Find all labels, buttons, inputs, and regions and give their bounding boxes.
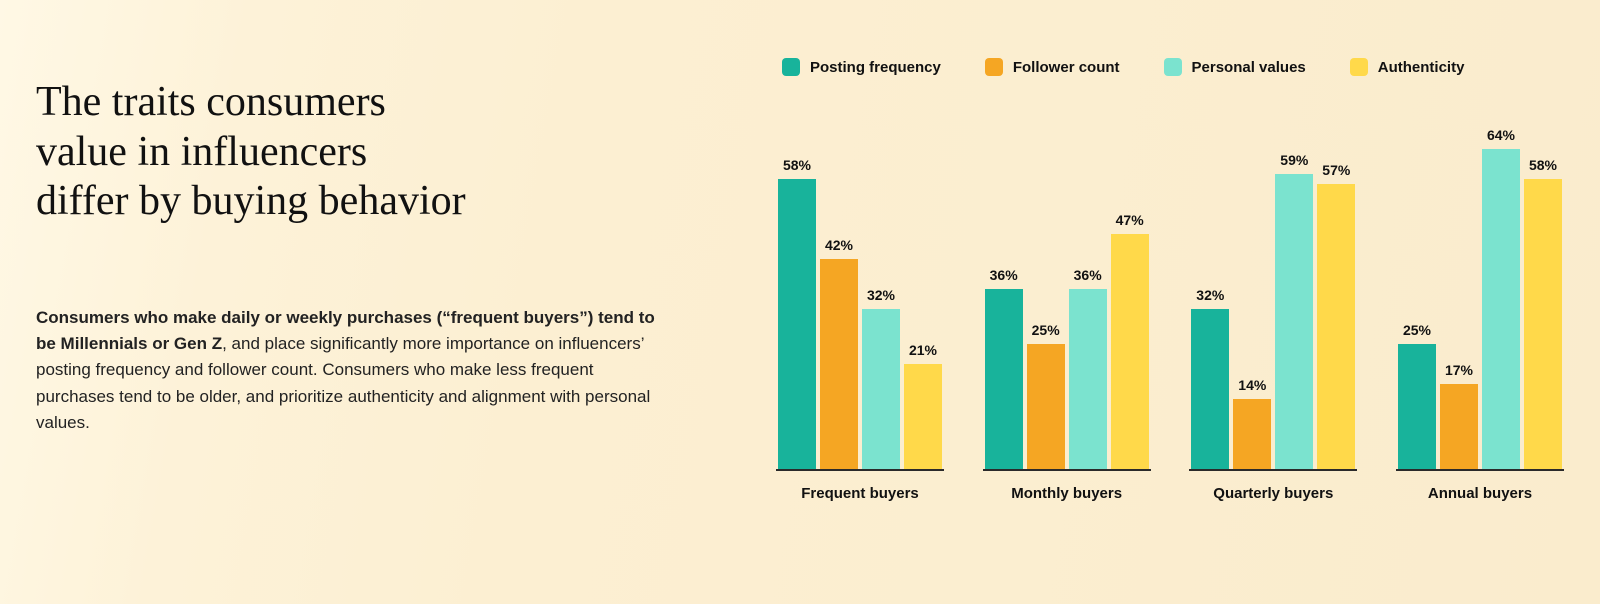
legend-item: Personal values bbox=[1164, 58, 1306, 76]
bar bbox=[1111, 234, 1149, 469]
bar bbox=[904, 364, 942, 469]
bar-value-label: 57% bbox=[1322, 162, 1350, 178]
bar-wrap: 25% bbox=[1398, 119, 1436, 469]
bar bbox=[1482, 149, 1520, 469]
chart-bars: 36% 25% 36% 47% bbox=[983, 119, 1151, 471]
legend-label: Follower count bbox=[1013, 59, 1120, 76]
bar-wrap: 58% bbox=[778, 119, 816, 469]
bar bbox=[1398, 344, 1436, 469]
bar-wrap: 59% bbox=[1275, 119, 1313, 469]
bar bbox=[778, 179, 816, 469]
chart-group: 36% 25% 36% 47% Monthly buyers bbox=[983, 119, 1151, 502]
legend-swatch bbox=[1350, 58, 1368, 76]
bar-wrap: 58% bbox=[1524, 119, 1562, 469]
bar-value-label: 17% bbox=[1445, 362, 1473, 378]
bar-wrap: 36% bbox=[1069, 119, 1107, 469]
bar-wrap: 57% bbox=[1317, 119, 1355, 469]
bar-value-label: 64% bbox=[1487, 127, 1515, 143]
category-label: Quarterly buyers bbox=[1213, 485, 1333, 502]
bar-value-label: 25% bbox=[1403, 322, 1431, 338]
bar bbox=[1233, 399, 1271, 469]
legend-label: Personal values bbox=[1192, 59, 1306, 76]
bar-value-label: 32% bbox=[867, 287, 895, 303]
bar-wrap: 42% bbox=[820, 119, 858, 469]
bar-wrap: 21% bbox=[904, 119, 942, 469]
bar-value-label: 21% bbox=[909, 342, 937, 358]
page-title: The traits consumersvalue in influencers… bbox=[36, 78, 676, 227]
bar bbox=[862, 309, 900, 469]
bar-value-label: 36% bbox=[990, 267, 1018, 283]
category-label: Annual buyers bbox=[1428, 485, 1532, 502]
bar-value-label: 25% bbox=[1032, 322, 1060, 338]
bar-value-label: 42% bbox=[825, 237, 853, 253]
chart-group: 58% 42% 32% 21% Frequent buyers bbox=[776, 119, 944, 502]
bar-wrap: 32% bbox=[1191, 119, 1229, 469]
bar-value-label: 32% bbox=[1196, 287, 1224, 303]
body-text: Consumers who make daily or weekly purch… bbox=[36, 305, 676, 437]
bar-wrap: 25% bbox=[1027, 119, 1065, 469]
chart-group: 25% 17% 64% 58% Annual buyers bbox=[1396, 119, 1564, 502]
chart-groups: 58% 42% 32% 21% Frequent buyers 36% 25% 36% 47% M… bbox=[776, 130, 1564, 502]
bar bbox=[1275, 174, 1313, 469]
chart-bars: 25% 17% 64% 58% bbox=[1396, 119, 1564, 471]
text-panel: The traits consumersvalue in influencers… bbox=[36, 78, 676, 453]
bar-value-label: 14% bbox=[1238, 377, 1266, 393]
bar bbox=[820, 259, 858, 469]
bar-wrap: 14% bbox=[1233, 119, 1271, 469]
bar-wrap: 64% bbox=[1482, 119, 1520, 469]
legend-swatch bbox=[782, 58, 800, 76]
bar-value-label: 59% bbox=[1280, 152, 1308, 168]
bar bbox=[1317, 184, 1355, 469]
legend-label: Posting frequency bbox=[810, 59, 941, 76]
bar bbox=[1027, 344, 1065, 469]
bar-wrap: 47% bbox=[1111, 119, 1149, 469]
legend-swatch bbox=[1164, 58, 1182, 76]
bar-value-label: 36% bbox=[1074, 267, 1102, 283]
category-label: Monthly buyers bbox=[1011, 485, 1122, 502]
chart-bars: 32% 14% 59% 57% bbox=[1189, 119, 1357, 471]
chart-bars: 58% 42% 32% 21% bbox=[776, 119, 944, 471]
legend-swatch bbox=[985, 58, 1003, 76]
legend-item: Posting frequency bbox=[782, 58, 941, 76]
bar-value-label: 58% bbox=[783, 157, 811, 173]
bar bbox=[1440, 384, 1478, 469]
bar-value-label: 47% bbox=[1116, 212, 1144, 228]
bar-wrap: 36% bbox=[985, 119, 1023, 469]
category-label: Frequent buyers bbox=[801, 485, 919, 502]
bar-value-label: 58% bbox=[1529, 157, 1557, 173]
bar bbox=[1191, 309, 1229, 469]
bar bbox=[985, 289, 1023, 469]
bar-wrap: 17% bbox=[1440, 119, 1478, 469]
bar bbox=[1069, 289, 1107, 469]
legend-label: Authenticity bbox=[1378, 59, 1465, 76]
chart-legend: Posting frequency Follower count Personal … bbox=[776, 58, 1564, 76]
bar-chart: Posting frequency Follower count Personal … bbox=[776, 58, 1564, 502]
bar-wrap: 32% bbox=[862, 119, 900, 469]
bar bbox=[1524, 179, 1562, 469]
chart-group: 32% 14% 59% 57% Quarterly buyers bbox=[1189, 119, 1357, 502]
legend-item: Follower count bbox=[985, 58, 1120, 76]
legend-item: Authenticity bbox=[1350, 58, 1465, 76]
